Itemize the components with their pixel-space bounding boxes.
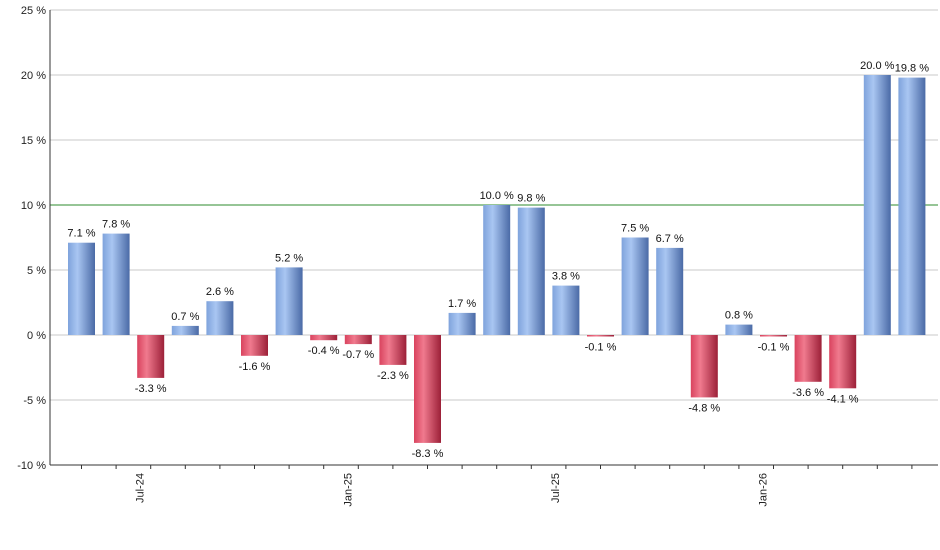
bar (656, 247, 684, 335)
data-label: 9.8 % (517, 193, 545, 205)
bar (241, 335, 268, 356)
x-tick-label: Jul-25 (550, 473, 562, 503)
bar (171, 325, 199, 335)
data-label: 6.7 % (656, 233, 684, 245)
bar (310, 335, 338, 341)
data-label: 20.0 % (860, 60, 894, 72)
bar (275, 267, 303, 335)
bar (794, 335, 822, 382)
data-label: -0.1 % (758, 342, 790, 354)
bar (206, 301, 234, 335)
y-tick-label: 20 % (21, 70, 46, 82)
bar (137, 335, 165, 378)
bar (517, 207, 545, 335)
bar (344, 335, 372, 345)
data-label: 1.7 % (448, 298, 476, 310)
bar (414, 335, 441, 443)
data-label: 0.8 % (725, 310, 753, 322)
bar (587, 335, 614, 337)
bar (829, 335, 857, 389)
grid-lines: 25 % 20 % 15 % 10 % 5 % 0 % -5 % -10 % (17, 5, 938, 472)
data-label: -4.1 % (827, 393, 859, 405)
data-label: 5.2 % (275, 252, 303, 264)
data-label: -4.8 % (688, 402, 720, 414)
y-tick-label: -10 % (17, 460, 46, 472)
y-tick-label: 10 % (21, 200, 46, 212)
bar (725, 324, 753, 335)
bar (863, 75, 891, 335)
data-label: 7.8 % (102, 219, 130, 231)
x-tick-label: Jul-24 (135, 473, 147, 503)
data-label: -0.1 % (585, 342, 617, 354)
data-label: -0.4 % (308, 345, 340, 357)
x-tick-label: Jan-25 (342, 473, 354, 507)
data-label: -0.7 % (342, 349, 374, 361)
y-tick-label: -5 % (23, 395, 46, 407)
data-label: -3.3 % (135, 383, 167, 395)
y-tick-label: 15 % (21, 135, 46, 147)
bars (68, 75, 926, 443)
data-label: 7.1 % (67, 228, 95, 240)
bar (68, 242, 95, 335)
data-label: 3.8 % (552, 271, 580, 283)
y-tick-label: 5 % (27, 265, 46, 277)
data-label: 19.8 % (895, 63, 929, 75)
bar (102, 233, 130, 335)
bar (552, 285, 580, 335)
bar (690, 335, 718, 398)
bar (379, 335, 407, 365)
data-label: -2.3 % (377, 370, 409, 382)
y-tick-label: 25 % (21, 5, 46, 17)
axes: Jul-24 Jan-25 Jul-25 Jan-26 (49, 10, 938, 507)
data-label: -3.6 % (792, 387, 824, 399)
bar (760, 335, 787, 337)
bar (621, 237, 649, 335)
bar (898, 77, 926, 335)
data-label: -8.3 % (412, 448, 444, 460)
data-label: 0.7 % (171, 311, 199, 323)
data-label: 10.0 % (480, 190, 514, 202)
data-label: 2.6 % (206, 286, 234, 298)
data-labels: 7.1 % 7.8 % -3.3 % 0.7 % 2.6 % -1.6 % 5.2 % -0.… (67, 60, 929, 460)
bar (483, 205, 511, 335)
data-label: 7.5 % (621, 223, 649, 235)
x-tick-label: Jan-26 (758, 473, 770, 507)
bar (448, 312, 476, 335)
data-label: -1.6 % (239, 361, 271, 373)
y-tick-label: 0 % (27, 330, 46, 342)
